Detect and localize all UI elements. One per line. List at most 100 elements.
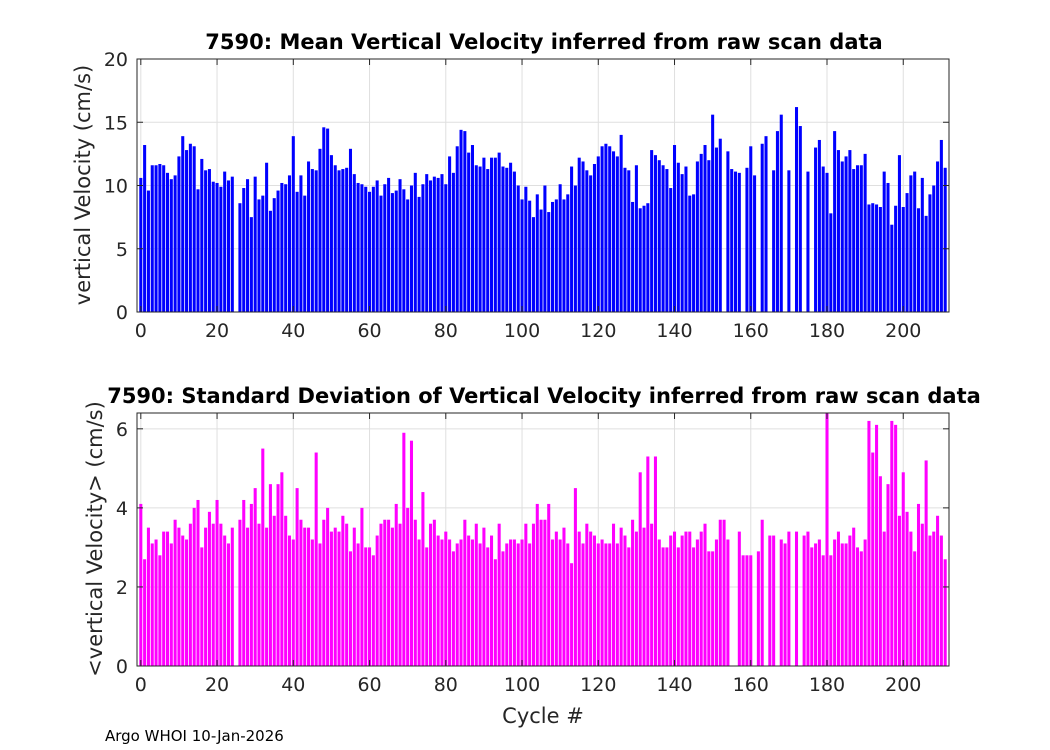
bar bbox=[840, 161, 844, 312]
bar bbox=[920, 523, 924, 666]
bar bbox=[524, 186, 528, 312]
bar bbox=[714, 539, 718, 666]
bar bbox=[478, 166, 482, 312]
bar bbox=[516, 185, 520, 312]
bar bbox=[246, 527, 250, 666]
bar bbox=[429, 523, 433, 666]
bar bbox=[760, 519, 764, 666]
x-tick-label: 80 bbox=[434, 674, 458, 696]
bar bbox=[528, 543, 532, 666]
bar bbox=[688, 531, 692, 666]
x-tick-label: 200 bbox=[885, 320, 921, 342]
bar bbox=[558, 184, 562, 312]
bar bbox=[882, 171, 886, 312]
bar bbox=[326, 128, 330, 312]
bar bbox=[150, 543, 154, 666]
bar bbox=[627, 547, 631, 666]
bar bbox=[585, 523, 589, 666]
bar bbox=[505, 543, 509, 666]
x-tick-label: 160 bbox=[733, 674, 769, 696]
bar bbox=[371, 555, 375, 666]
bar bbox=[299, 175, 303, 312]
bar bbox=[188, 143, 192, 312]
bar bbox=[932, 531, 936, 666]
bar bbox=[249, 217, 253, 312]
bar bbox=[348, 148, 353, 312]
bar bbox=[280, 182, 284, 312]
bar bbox=[360, 507, 364, 666]
bar bbox=[436, 535, 440, 666]
bar bbox=[901, 207, 905, 312]
bar bbox=[474, 165, 478, 312]
bar bbox=[573, 185, 577, 312]
bar bbox=[455, 543, 459, 666]
bar bbox=[680, 535, 684, 666]
bar bbox=[261, 195, 265, 312]
bar bbox=[490, 157, 494, 312]
bar bbox=[444, 531, 448, 666]
bar bbox=[467, 535, 471, 666]
bar bbox=[844, 543, 848, 666]
y-axis-label: vertical Velocity (cm/s) bbox=[71, 65, 95, 305]
bar bbox=[150, 165, 154, 312]
bar bbox=[394, 190, 398, 312]
bar bbox=[368, 191, 372, 312]
bar bbox=[459, 129, 463, 312]
bar bbox=[627, 170, 631, 312]
bar bbox=[520, 199, 524, 312]
bar bbox=[741, 555, 745, 666]
bar bbox=[676, 162, 680, 312]
bar bbox=[341, 169, 345, 312]
bar bbox=[833, 539, 837, 666]
bar bbox=[661, 165, 665, 312]
bar bbox=[867, 420, 871, 666]
bar bbox=[219, 186, 223, 312]
bar bbox=[337, 531, 341, 666]
bar bbox=[143, 145, 147, 312]
bar bbox=[737, 531, 741, 666]
bar bbox=[448, 539, 452, 666]
bar bbox=[383, 184, 387, 312]
bar bbox=[772, 535, 776, 666]
bar bbox=[863, 153, 867, 312]
bar bbox=[745, 555, 749, 666]
bar bbox=[173, 175, 177, 312]
x-tick-label: 180 bbox=[809, 674, 845, 696]
bar bbox=[543, 185, 547, 312]
bar bbox=[562, 527, 566, 666]
bar bbox=[539, 519, 543, 666]
bar bbox=[916, 503, 921, 666]
bar bbox=[875, 204, 879, 312]
bar bbox=[672, 145, 677, 312]
bar bbox=[821, 555, 825, 666]
bar bbox=[192, 507, 196, 666]
bar bbox=[589, 531, 593, 666]
bar bbox=[356, 543, 360, 666]
y-tick-label: 10 bbox=[104, 176, 128, 198]
bar bbox=[280, 472, 284, 666]
bar bbox=[897, 515, 901, 666]
bar bbox=[592, 163, 596, 312]
bars bbox=[139, 413, 947, 666]
bar bbox=[928, 535, 932, 666]
bar bbox=[230, 527, 234, 666]
bar bbox=[276, 190, 280, 312]
bar bbox=[711, 114, 715, 312]
bar bbox=[257, 523, 261, 666]
bar bbox=[509, 539, 513, 666]
bar bbox=[272, 515, 276, 666]
bar bbox=[406, 507, 410, 666]
bar bbox=[692, 547, 696, 666]
bar bbox=[848, 150, 852, 312]
bar bbox=[230, 176, 234, 312]
bar bbox=[619, 527, 623, 666]
bar bbox=[406, 199, 410, 312]
bar bbox=[333, 527, 337, 666]
bar bbox=[364, 547, 368, 666]
bar bbox=[421, 492, 425, 666]
bar bbox=[444, 184, 448, 312]
x-tick-label: 80 bbox=[434, 320, 458, 342]
x-tick-label: 0 bbox=[135, 320, 147, 342]
bar bbox=[451, 551, 455, 666]
bar bbox=[356, 182, 360, 312]
